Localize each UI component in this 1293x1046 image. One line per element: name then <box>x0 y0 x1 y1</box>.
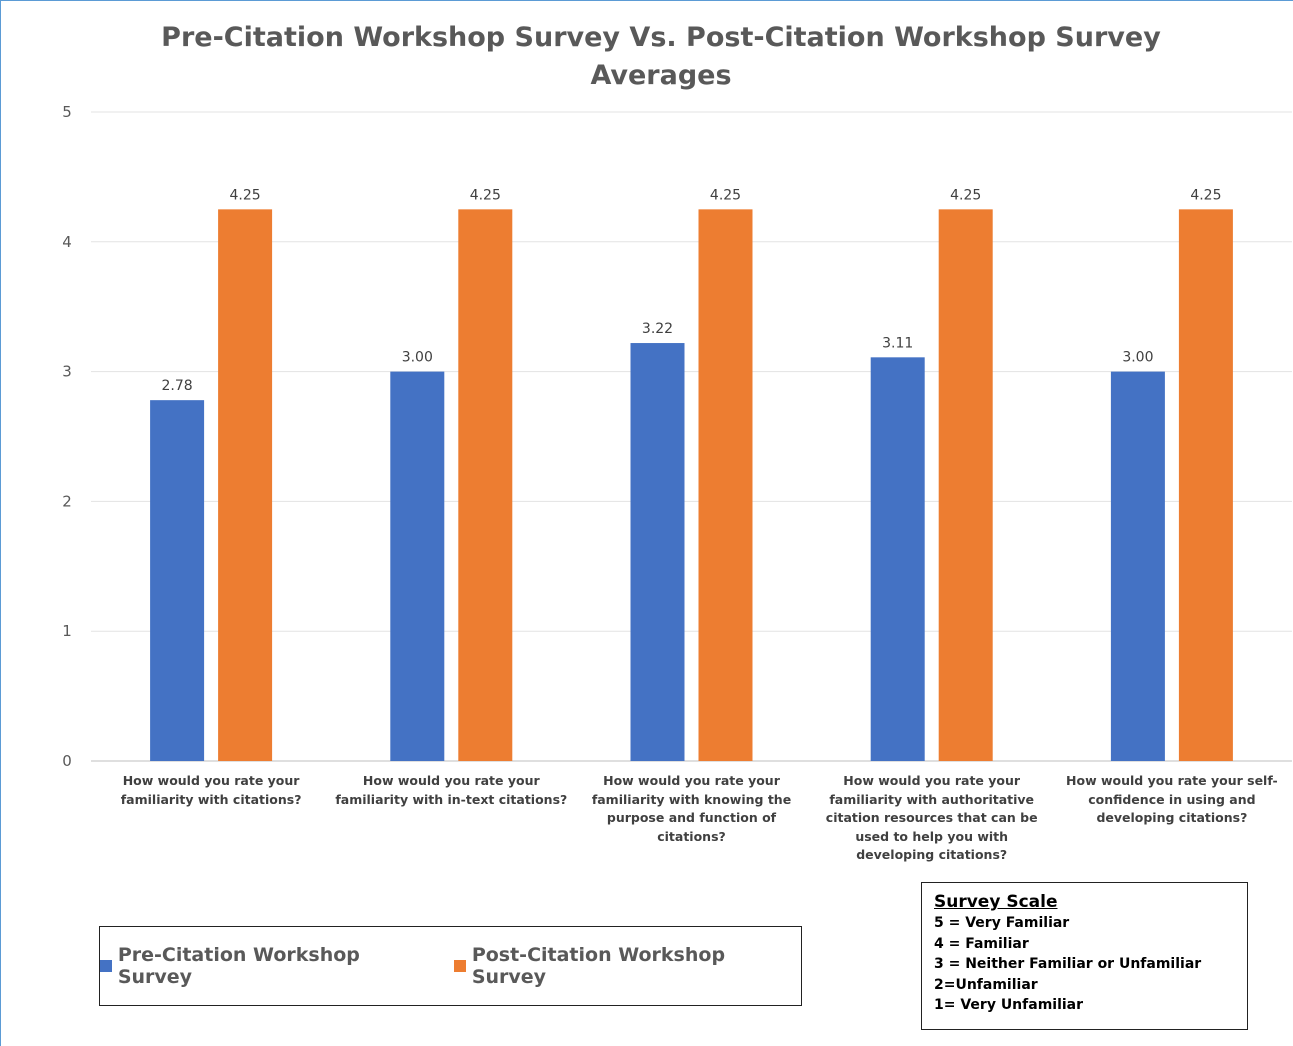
x-tick-label: How would you rate your familiarity with… <box>335 773 568 807</box>
x-tick-label: How would you rate your self-confidence … <box>1066 773 1278 825</box>
legend-swatch <box>100 960 112 972</box>
data-label: 3.00 <box>402 350 433 366</box>
legend: Pre-Citation Workshop Survey Post-Citatio… <box>99 926 802 1006</box>
bar <box>870 357 925 761</box>
data-label: 3.00 <box>1122 350 1153 366</box>
bar <box>698 209 753 762</box>
y-tick-label: 2 <box>62 492 72 510</box>
bar <box>630 343 685 761</box>
bar <box>150 400 205 761</box>
scale-line: 4 = Familiar <box>934 935 1029 952</box>
data-label: 4.25 <box>230 187 261 203</box>
bar <box>218 209 273 762</box>
bar <box>938 209 993 762</box>
legend-label: Post-Citation Workshop Survey <box>471 944 726 988</box>
data-label: 4.25 <box>950 187 981 203</box>
y-tick-label: 3 <box>62 363 72 381</box>
data-label: 4.25 <box>470 187 501 203</box>
legend-label: Pre-Citation Workshop Survey <box>117 944 360 988</box>
data-label: 4.25 <box>1190 187 1221 203</box>
y-tick-label: 5 <box>62 103 72 121</box>
chart-title: Pre-Citation Workshop Survey Vs. Post-Ci… <box>161 22 1161 91</box>
x-tick-label: How would you rate your familiarity with… <box>591 773 792 844</box>
bar <box>1178 209 1233 762</box>
scale-note: Survey Scale 5 = Very Familiar 4 = Famili… <box>921 882 1248 1030</box>
bar <box>390 371 445 761</box>
y-tick-label: 1 <box>62 622 72 640</box>
bar <box>1110 371 1165 761</box>
legend-item: Pre-Citation Workshop Survey <box>100 944 436 988</box>
scale-line: 1= Very Unfamiliar <box>934 997 1084 1013</box>
scale-line: 3 = Neither Familiar or Unfamiliar <box>934 956 1202 972</box>
legend-item: Post-Citation Workshop Survey <box>453 944 801 988</box>
legend-swatch <box>453 960 466 972</box>
x-tick-label: How would you rate your familiarity with… <box>120 773 302 807</box>
data-label: 2.78 <box>162 378 193 394</box>
scale-line: 2=Unfamiliar <box>934 976 1038 993</box>
data-label: 3.22 <box>642 321 673 337</box>
x-tick-label: How would you rate your familiarity with… <box>825 773 1038 862</box>
data-label: 3.11 <box>882 335 913 351</box>
data-label: 4.25 <box>710 187 741 203</box>
scale-line: 5 = Very Familiar <box>934 915 1070 931</box>
y-tick-label: 4 <box>62 233 72 251</box>
y-tick-label: 0 <box>62 752 72 770</box>
bar <box>458 209 513 762</box>
scale-title: Survey Scale <box>934 892 1058 912</box>
